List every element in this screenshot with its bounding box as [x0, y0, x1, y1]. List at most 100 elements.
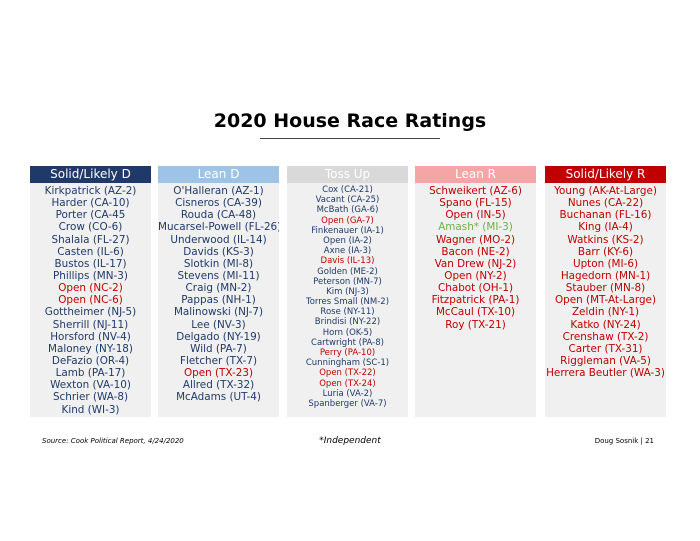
race-item: Open (NC-6) — [58, 294, 123, 307]
race-item: Kim (NJ-3) — [326, 286, 369, 297]
race-item: Herrera Beutler (WA-3) — [546, 367, 665, 380]
race-item: Stevens (MI-11) — [177, 269, 260, 282]
race-item: Perry (PA-10) — [319, 348, 376, 358]
race-item: Hagedorn (MN-1) — [560, 269, 651, 282]
race-item: Cisneros (CA-39) — [175, 197, 262, 210]
race-item: Harder (CA-10) — [51, 197, 130, 210]
race-item: Davis (IL-13) — [320, 256, 375, 267]
race-item: King (IA-4) — [578, 221, 633, 234]
race-item: Cunningham (SC-1) — [305, 358, 390, 369]
race-item: Wild (PA-7) — [190, 342, 247, 355]
race-item: Wagner (MO-2) — [435, 233, 516, 246]
race-item: DeFazio (OR-4) — [51, 354, 130, 367]
race-item: O'Halleran (AZ-1) — [173, 185, 264, 197]
title-underline — [260, 138, 440, 139]
race-item: Horsford (NV-4) — [50, 330, 131, 343]
race-item: Upton (MI-6) — [572, 257, 639, 270]
race-item: Phillips (MN-3) — [53, 269, 128, 282]
race-item: Craig (MN-2) — [185, 282, 252, 295]
race-item: Mucarsel-Powell (FL-26) — [158, 221, 279, 234]
race-item: Zeldin (NY-1) — [571, 306, 640, 319]
race-item: Carter (TX-31) — [568, 342, 643, 355]
race-item: Casten (IL-6) — [57, 245, 124, 258]
race-list: Cox (CA-21) Vacant (CA-25) McBath (GA-6) Op… — [287, 183, 408, 409]
race-item: Horn (OK-5) — [322, 327, 373, 338]
column-header: Solid/Likely R — [545, 166, 666, 183]
race-item: Barr (KY-6) — [577, 245, 634, 258]
race-item: Buchanan (FL-16) — [559, 209, 652, 222]
race-item: Open (GA-7) — [321, 215, 374, 226]
race-item: Spano (FL-15) — [439, 197, 512, 210]
race-item: Luria (VA-2) — [322, 388, 373, 399]
race-item: Open (TX-24) — [319, 378, 376, 389]
race-item: Open (NY-2) — [444, 269, 507, 282]
race-item: Davids (KS-3) — [183, 245, 254, 258]
race-list: O'Halleran (AZ-1) Cisneros (CA-39) Rouda (… — [158, 183, 279, 404]
race-item: Crow (CO-6) — [58, 221, 123, 234]
race-item: McBath (GA-6) — [316, 205, 379, 216]
race-item: Katko (NY-24) — [570, 318, 641, 331]
column-solid-likely-d: Solid/Likely D Kirkpatrick (AZ-2) Harder … — [30, 166, 151, 417]
race-item: Porter (CA-45 — [55, 209, 126, 222]
race-item: Kirkpatrick (AZ-2) — [44, 185, 137, 197]
race-item: Wexton (VA-10) — [50, 379, 131, 392]
column-toss-up: Toss Up Cox (CA-21) Vacant (CA-25) McBath … — [287, 166, 408, 417]
race-item: Stauber (MN-8) — [565, 282, 646, 295]
race-item: Amash* (MI-3) — [438, 221, 513, 234]
race-item: Spanberger (VA-7) — [308, 398, 387, 409]
race-item: Bustos (IL-17) — [54, 257, 127, 270]
race-item: Cartwright (PA-8) — [311, 337, 384, 348]
race-item: McCaul (TX-10) — [435, 306, 516, 319]
column-lean-d: Lean D O'Halleran (AZ-1) Cisneros (CA-39)… — [158, 166, 279, 417]
race-item: Open (IA-2) — [323, 235, 372, 246]
race-item: Lee (NV-3) — [191, 318, 246, 331]
column-header: Lean R — [415, 166, 536, 183]
column-solid-likely-r: Solid/Likely R Young (AK-At-Large) Nunes … — [545, 166, 666, 417]
race-item: Nunes (CA-22) — [567, 197, 644, 210]
independent-note: *Independent — [319, 436, 381, 446]
race-item: Van Drew (NJ-2) — [434, 257, 517, 270]
author-credit: Doug Sosnik | 21 — [594, 437, 654, 445]
race-item: Sherrill (NJ-11) — [52, 318, 129, 331]
race-item: Shalala (FL-27) — [51, 233, 130, 246]
race-item: Underwood (IL-14) — [170, 233, 267, 246]
race-item: Axne (IA-3) — [323, 246, 372, 257]
race-item: Pappas (NH-1) — [181, 294, 256, 307]
race-item: Finkenauer (IA-1) — [311, 225, 384, 236]
race-item: Fletcher (TX-7) — [179, 354, 257, 367]
race-item: Roy (TX-21) — [445, 318, 506, 331]
race-item: Chabot (OH-1) — [438, 282, 513, 295]
race-item: Vacant (CA-25) — [315, 195, 380, 206]
race-item: Crenshaw (TX-2) — [562, 330, 649, 343]
race-list: Kirkpatrick (AZ-2) Harder (CA-10) Porter (… — [30, 183, 151, 416]
race-item: Maloney (NY-18) — [48, 342, 133, 355]
race-item: Cox (CA-21) — [322, 185, 373, 195]
column-lean-r: Lean R Schweikert (AZ-6) Spano (FL-15) Ope… — [415, 166, 536, 417]
race-item: Allred (TX-32) — [182, 379, 255, 392]
race-item: Rouda (CA-48) — [180, 209, 257, 222]
race-item: Open (MT-At-Large) — [554, 294, 657, 307]
race-list: Schweikert (AZ-6) Spano (FL-15) Open (IN-5… — [415, 183, 536, 331]
column-header: Toss Up — [287, 166, 408, 183]
race-item: Open (TX-22) — [319, 368, 376, 379]
race-item: Lamb (PA-17) — [55, 367, 126, 380]
race-item: Torres Small (NM-2) — [305, 297, 390, 308]
race-item: Malinowski (NJ-7) — [173, 306, 264, 319]
column-header: Solid/Likely D — [30, 166, 151, 183]
race-item: Kind (WI-3) — [61, 403, 120, 416]
race-item: Delgado (NY-19) — [176, 330, 261, 343]
race-list: Young (AK-At-Large) Nunes (CA-22) Buchanan… — [545, 183, 666, 379]
race-item: Open (NC-2) — [58, 282, 123, 295]
race-item: Golden (ME-2) — [317, 266, 378, 277]
race-item: Bacon (NE-2) — [441, 245, 510, 258]
race-item: Gottheimer (NJ-5) — [44, 306, 137, 319]
page-title: 2020 House Race Ratings — [213, 110, 487, 132]
race-item: Riggleman (VA-5) — [560, 354, 651, 367]
race-item: Watkins (KS-2) — [567, 233, 644, 246]
column-header: Lean D — [158, 166, 279, 183]
race-item: Open (IN-5) — [445, 209, 506, 222]
race-item: McAdams (UT-4) — [176, 391, 261, 404]
race-item: Slotkin (MI-8) — [183, 257, 254, 270]
source-note: Source: Cook Political Report, 4/24/2020 — [42, 437, 184, 445]
race-item: Schweikert (AZ-6) — [429, 185, 522, 197]
